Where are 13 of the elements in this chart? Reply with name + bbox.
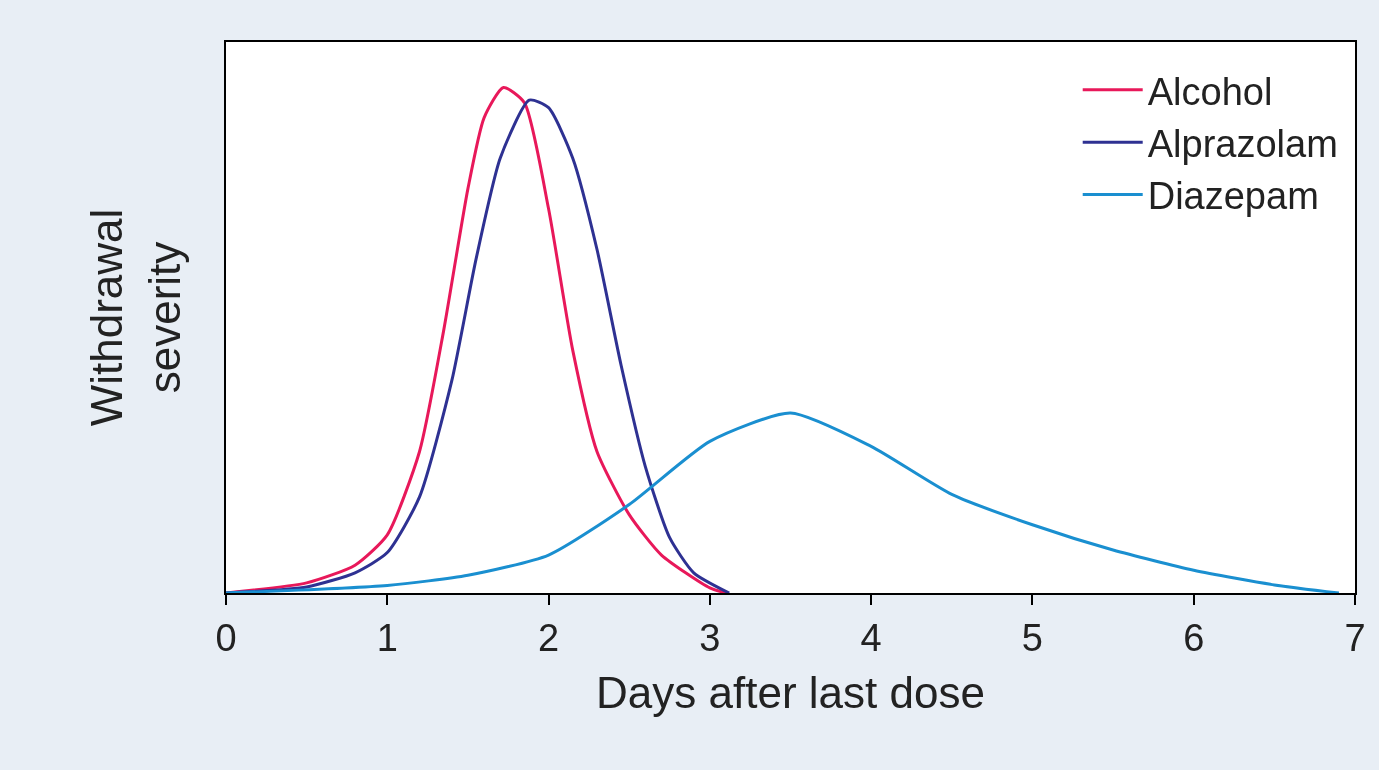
x-tick-label: 2: [538, 616, 560, 659]
x-tick-label: 4: [860, 616, 882, 659]
legend-label: Alcohol: [1147, 70, 1273, 113]
legend-label: Diazepam: [1147, 175, 1319, 218]
x-tick-label: 1: [376, 616, 398, 659]
y-axis-title: Withdrawal severity: [82, 208, 189, 427]
x-tick-label: 3: [699, 616, 721, 659]
x-tick-label: 7: [1344, 616, 1366, 659]
x-axis-title: Days after last dose: [596, 668, 985, 718]
x-tick-label: 0: [215, 616, 237, 659]
x-tick-label: 5: [1021, 616, 1043, 659]
x-tick-label: 6: [1183, 616, 1205, 659]
legend-label: Alprazolam: [1147, 122, 1338, 165]
